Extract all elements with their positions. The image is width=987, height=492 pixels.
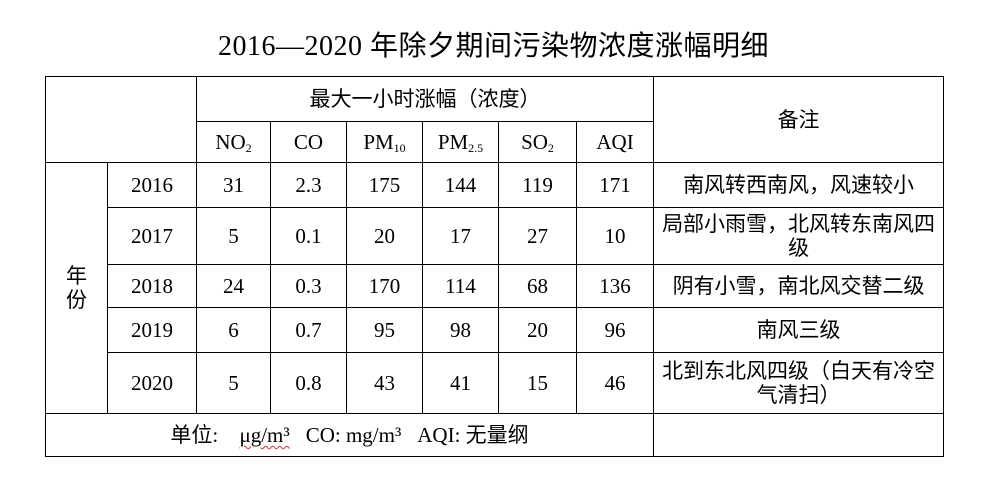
aqi-cell: 171 [575,162,655,208]
table-row: 2020 5 0.8 43 41 15 46 北到东北风四级（白天有冷空气清扫） [46,352,945,414]
pm10-cell: 20 [346,207,423,265]
pm10-cell: 95 [346,307,423,353]
aqi-unit-label: AQI: 无量纲 [417,423,529,447]
table-title: 2016—2020 年除夕期间污染物浓度涨幅明细 [217,31,769,62]
year-cell: 2017 [107,207,197,265]
unit-label: 单位: μg/m³ [170,423,290,447]
pm25-cell: 41 [422,352,499,414]
col-header-pm10: PM10 [346,121,423,163]
pm25-cell: 144 [422,162,499,208]
co-cell: 0.8 [270,352,347,414]
pm10-cell: 175 [346,162,423,208]
pm25-cell: 17 [422,207,499,265]
units-footer: 单位: μg/m³ CO: mg/m³ AQI: 无量纲 [44,413,655,457]
aqi-cell: 136 [575,264,655,308]
no2-cell: 5 [196,207,271,265]
row-group-label: 年 份 [45,162,108,414]
co-cell: 0.7 [270,307,347,353]
col-header-no2: NO2 [196,121,271,163]
note-cell: 北到东北风四级（白天有冷空气清扫） [653,352,945,414]
note-cell: 阴有小雪，南北风交替二级 [653,264,945,308]
col-header-aqi: AQI [575,121,655,163]
no2-cell: 6 [196,307,271,353]
co-cell: 2.3 [270,162,347,208]
so2-cell: 68 [498,264,577,308]
so2-cell: 15 [498,352,577,414]
year-cell: 2020 [107,352,197,414]
pm10-cell: 170 [346,264,423,308]
col-header-co: CO [270,121,347,163]
note-cell: 南风转西南风，风速较小 [653,162,945,208]
table-row: 2019 6 0.7 95 98 20 96 南风三级 [46,307,945,353]
pm10-cell: 43 [346,352,423,414]
notes-header: 备注 [653,76,945,163]
group-header: 最大一小时涨幅（浓度） [195,76,655,122]
co-cell: 0.3 [270,264,347,308]
aqi-cell: 10 [575,207,655,265]
footer-empty-cell [653,413,945,457]
note-cell: 南风三级 [653,307,945,353]
so2-cell: 119 [498,162,577,208]
corner-cell [45,76,197,163]
col-header-pm25: PM2.5 [422,121,499,163]
table-row: 年 份 2016 31 2.3 175 144 119 171 南风转西南风，风… [45,162,945,414]
pm25-cell: 98 [422,307,499,353]
co-unit-label: CO: mg/m³ [305,423,402,447]
co-cell: 0.1 [270,207,347,265]
aqi-cell: 96 [575,307,655,353]
table-row: 2017 5 0.1 20 17 27 10 局部小雨雪，北风转东南风四级 [46,207,945,265]
no2-cell: 24 [196,264,271,308]
no2-cell: 5 [196,352,271,414]
pm25-cell: 114 [422,264,499,308]
note-cell: 局部小雨雪，北风转东南风四级 [653,207,945,265]
so2-cell: 20 [498,307,577,353]
year-cell: 2019 [107,307,197,353]
no2-cell: 31 [196,162,271,208]
table-row: 2018 24 0.3 170 114 68 136 阴有小雪，南北风交替二级 [46,264,945,308]
year-cell: 2016 [107,162,197,208]
aqi-cell: 46 [575,352,655,414]
col-header-so2: SO2 [498,121,577,163]
year-cell: 2018 [107,264,197,308]
pollutant-table: 最大一小时涨幅（浓度） 备注 NO2 CO PM10 PM2.5 SO2 AQI… [44,76,945,457]
so2-cell: 27 [498,207,577,265]
